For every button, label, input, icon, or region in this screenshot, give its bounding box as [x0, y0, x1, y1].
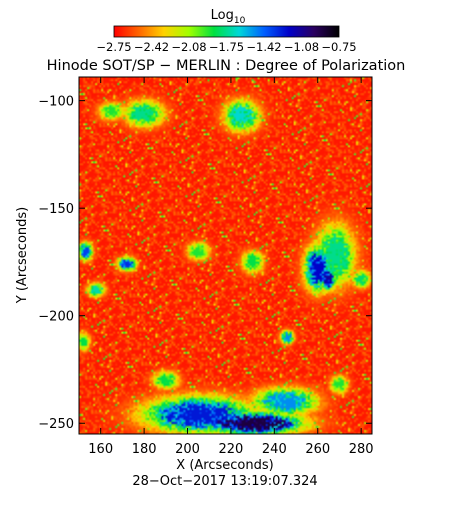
x-tick-label: 220 — [219, 442, 244, 457]
x-tick-label: 200 — [175, 442, 200, 457]
colorbar-tick-label: −2.75 — [96, 40, 131, 54]
colorbar-tick-label: −1.08 — [284, 40, 319, 54]
y-tick-label: −150 — [38, 202, 74, 217]
colorbar-tick-label: −0.75 — [321, 40, 356, 54]
colorbar-tick-label: −1.42 — [246, 40, 281, 54]
colorbar-label-subscript: 10 — [234, 16, 246, 26]
chart-title: Hinode SOT/SP − MERLIN : Degree of Polar… — [47, 58, 406, 74]
colorbar-label-text: Log — [211, 8, 234, 23]
plot-frame — [78, 76, 373, 435]
colorbar-ticks: −2.75 −2.42 −2.08 −1.75 −1.42 −1.08 −0.75 — [96, 40, 356, 54]
colorbar: Log10 −2.75 −2.42 −2.08 −1.75 −1.42 −1.08 −0.7… — [96, 8, 356, 54]
x-axis-label: X (Arcseconds) — [176, 458, 273, 473]
colorbar-tick-label: −1.75 — [209, 40, 244, 54]
colorbar-tick-label: −2.42 — [134, 40, 169, 54]
x-axis-ticks: 160 180 200 220 240 260 280 — [88, 77, 374, 457]
x-tick-label: 260 — [305, 442, 330, 457]
x-tick-label: 240 — [262, 442, 287, 457]
timestamp: 28−Oct−2017 13:19:07.324 — [132, 474, 317, 489]
x-tick-label: 180 — [132, 442, 157, 457]
heatmap-image — [79, 77, 372, 434]
plot-area: 160 180 200 220 240 260 280 −100 −150 −200 −250 — [38, 76, 374, 457]
colorbar-tick-label: −2.08 — [171, 40, 206, 54]
y-axis-label: Y (Arcseconds) — [15, 207, 30, 304]
colorbar-label: Log10 — [211, 8, 246, 26]
colorbar-gradient — [113, 25, 340, 38]
y-tick-label: −100 — [38, 95, 74, 110]
x-tick-label: 280 — [349, 442, 374, 457]
x-tick-label: 160 — [88, 442, 113, 457]
y-tick-label: −250 — [38, 417, 74, 432]
y-tick-label: −200 — [38, 310, 74, 325]
y-axis-ticks: −100 −150 −200 −250 — [38, 95, 372, 432]
